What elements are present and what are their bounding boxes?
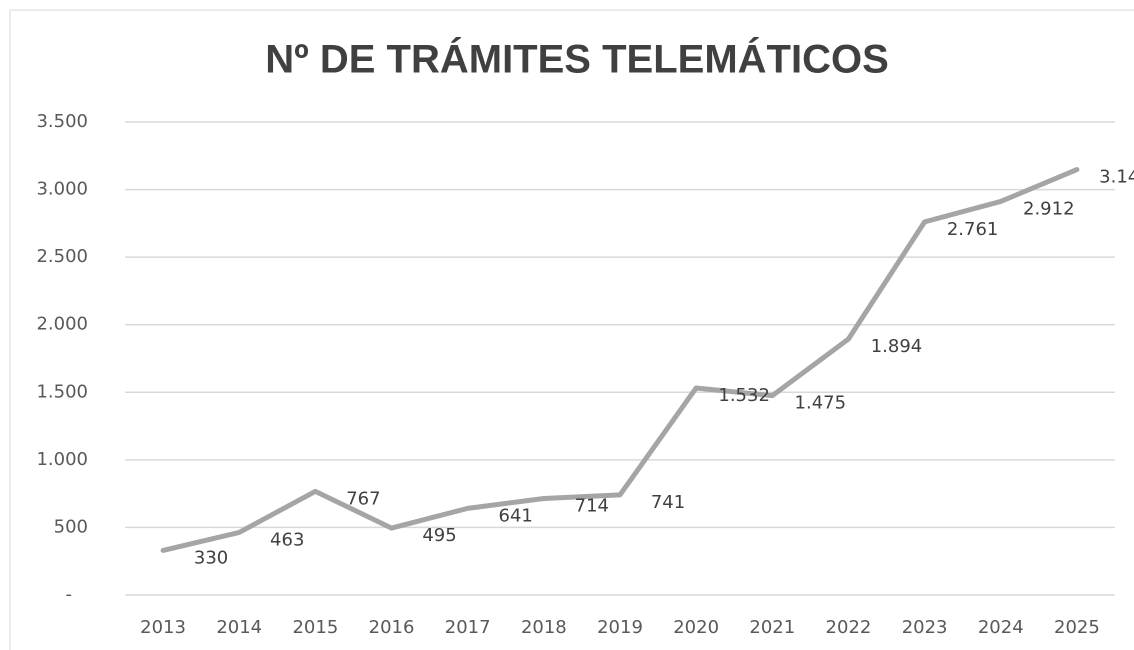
value-label: 2.912 [1023,198,1075,219]
chart-title: Nº DE TRÁMITES TELEMÁTICOS [265,37,889,82]
x-tick-label: 2025 [1054,617,1100,638]
x-tick-label: 2013 [140,617,186,638]
x-tick-label: 2017 [445,617,491,638]
value-label: 1.894 [871,336,923,357]
x-tick-label: 2019 [597,617,643,638]
line [160,167,1080,553]
x-tick-label: 2015 [292,617,338,638]
x-tick-label: 2016 [369,617,415,638]
value-label: 741 [651,492,685,513]
y-tick-label: 2.000 [36,314,88,335]
y-tick-label: 2.500 [36,246,88,267]
value-label: 330 [194,547,228,568]
value-label: 714 [575,496,609,517]
value-label: 2.761 [947,219,999,240]
value-label: 1.532 [718,385,770,406]
x-tick-label: 2020 [673,617,719,638]
y-tick-label: 1.000 [36,449,88,470]
x-tick-label: 2023 [902,617,948,638]
x-tick-label: 2018 [521,617,567,638]
y-tick-label: 1.500 [36,381,88,402]
value-label: 463 [270,529,304,550]
value-label: 767 [346,488,380,509]
y-tick-label: 500 [54,516,88,537]
y-tick-label: - [66,584,73,605]
value-label: 3.148 [1099,167,1134,188]
y-tick-label: 3.000 [36,179,88,200]
x-tick-label: 2014 [216,617,262,638]
value-label: 641 [499,505,533,526]
x-tick-label: 2024 [978,617,1024,638]
y-tick-label: 3.500 [36,111,88,132]
x-tick-label: 2021 [749,617,795,638]
value-label: 1.475 [795,393,847,414]
value-label: 495 [422,525,456,546]
chart-frame [9,9,1134,650]
x-tick-label: 2022 [826,617,872,638]
